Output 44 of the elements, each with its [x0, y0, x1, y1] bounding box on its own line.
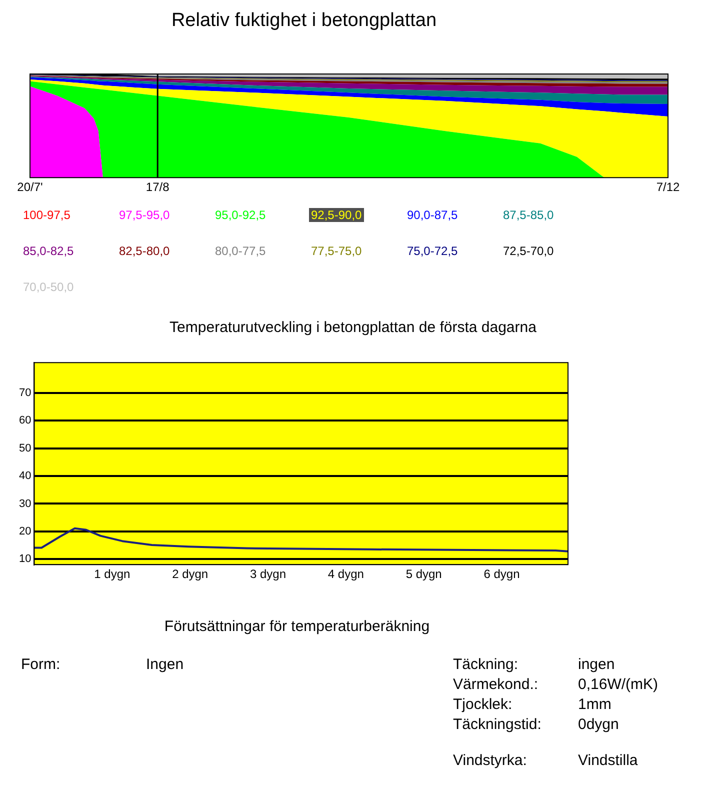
y-tick-label: 60	[18, 414, 32, 427]
text: 87,5-85,0	[502, 208, 555, 222]
y-tick-label: 50	[18, 442, 32, 454]
y-tick-label: 20	[18, 525, 32, 538]
text: 0dygn	[578, 716, 619, 733]
text: 1mm	[578, 696, 612, 713]
chart-title: Temperaturutveckling i betongplattan de första dagarna	[168, 319, 538, 336]
x-tick-label: 4 dygn	[328, 567, 364, 582]
text: Förutsättningar för temperaturberäkning	[163, 618, 431, 635]
text: 82,5-80,0	[118, 244, 171, 258]
text: 80,0-77,5	[214, 244, 267, 258]
text: 85,0-82,5	[22, 244, 75, 258]
x-tick-label: 6 dygn	[484, 567, 520, 582]
text: 97,5-95,0	[118, 208, 171, 222]
text: Täckning:	[453, 656, 518, 673]
text: Vindstilla	[578, 752, 638, 769]
x-tick-label: 3 dygn	[250, 567, 286, 582]
text: 95,0-92,5	[214, 208, 267, 222]
y-tick-label: 10	[18, 553, 32, 566]
text: Ingen	[146, 656, 184, 673]
text: Tjocklek:	[453, 696, 512, 713]
y-tick-label: 70	[18, 387, 32, 400]
text: 75,0-72,5	[406, 244, 459, 258]
text: Vindstyrka:	[453, 752, 527, 769]
x-tick-label: 2 dygn	[172, 567, 208, 582]
text: 70,0-50,0	[22, 280, 75, 294]
y-tick-label: 30	[18, 498, 32, 510]
x-tick-label: 20/7'	[17, 180, 43, 194]
chart-title: Relativ fuktighet i betongplattan	[170, 10, 438, 32]
x-tick-label: 17/8	[146, 180, 170, 194]
text: Form:	[21, 656, 60, 673]
text: 0,16W/(mK)	[578, 676, 658, 693]
text: Värmekond.:	[453, 676, 538, 693]
x-tick-label: 5 dygn	[406, 567, 442, 582]
text: Täckningstid:	[453, 716, 542, 733]
x-tick-label: 1 dygn	[94, 567, 130, 582]
text: 90,0-87,5	[406, 208, 459, 222]
y-tick-label: 40	[18, 470, 32, 482]
text: ingen	[578, 656, 615, 673]
text: 72,5-70,0	[502, 244, 555, 258]
text: 77,5-75,0	[310, 244, 363, 258]
text: 92,5-90,0	[309, 208, 364, 222]
x-tick-label: 7/12	[656, 180, 680, 194]
legend-label: 100-97,5	[22, 208, 72, 222]
